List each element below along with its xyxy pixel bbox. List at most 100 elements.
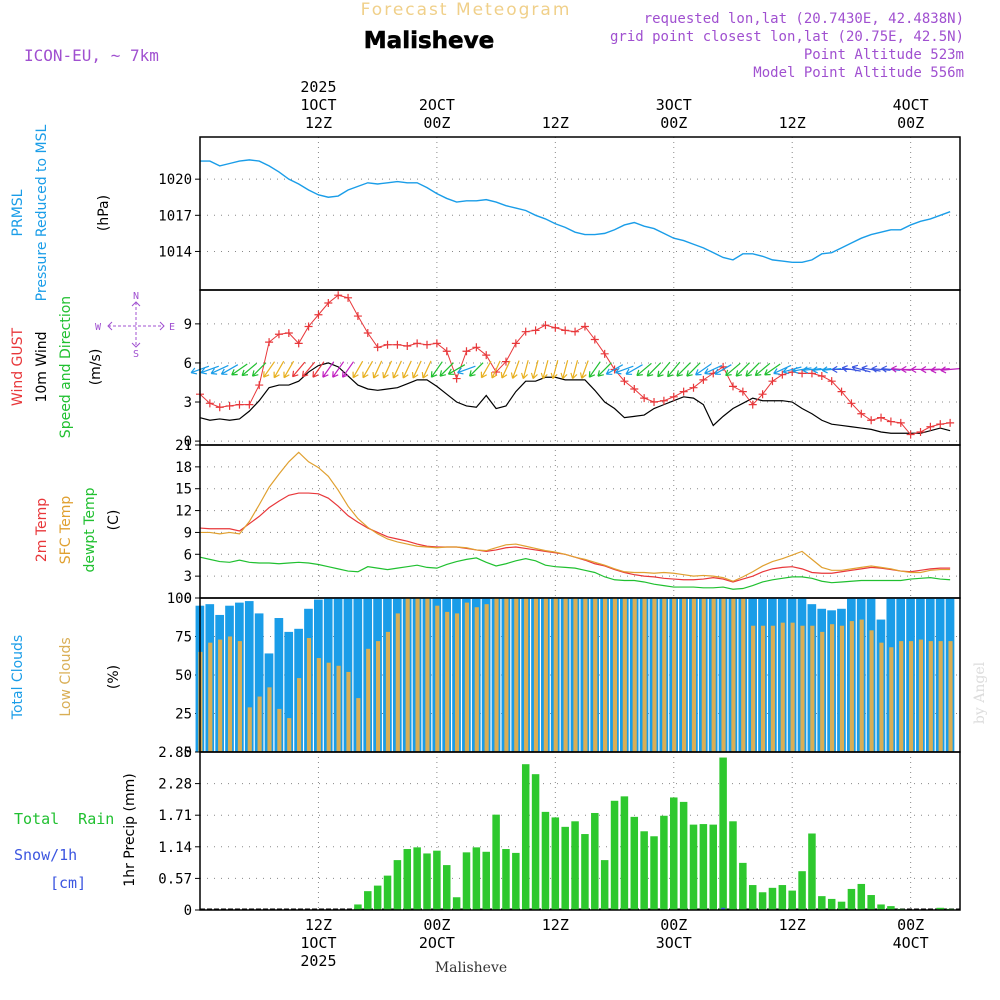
low-cloud-bar	[474, 607, 479, 752]
wind-panel: 0 3 6 9	[184, 289, 961, 450]
rain-bar	[679, 801, 688, 910]
pressure-panel: 1014 1017 1020	[158, 136, 961, 291]
rain-bar	[788, 890, 796, 910]
bottom-time-label: 2025	[300, 952, 336, 970]
low-cloud-bar	[356, 698, 361, 752]
y-tick-label: 12	[175, 504, 192, 520]
y-tick-label: 3	[184, 395, 192, 411]
wind-direction-arrow	[372, 360, 383, 379]
rain-bar	[808, 833, 816, 910]
wind-direction-arrow	[646, 362, 662, 377]
rain-bar	[739, 862, 747, 910]
gust-marker	[245, 400, 254, 409]
y-tick-label: 15	[175, 482, 192, 498]
gust-marker	[916, 427, 925, 436]
y-tick-label: 0	[184, 745, 192, 761]
wind-direction-arrow	[500, 360, 511, 379]
rain-bar	[818, 896, 826, 910]
wind-direction-arrow	[676, 362, 691, 377]
gust-marker	[867, 416, 876, 425]
gust-marker	[482, 351, 491, 360]
gust-marker	[659, 396, 668, 405]
low-cloud-bar	[918, 639, 923, 752]
gust-marker	[728, 382, 737, 391]
low-cloud-bar	[731, 598, 736, 752]
bottom-time-label: 1OCT	[300, 934, 336, 952]
wind-direction-arrow	[657, 361, 671, 378]
low-cloud-bar	[227, 636, 233, 752]
wind-direction-arrow	[745, 362, 760, 377]
top-time-label: 12Z	[542, 114, 569, 132]
pressure-labels: PRMSL Pressure Reduced to MSL (hPa)	[10, 124, 112, 301]
wind-direction-arrow	[469, 362, 484, 377]
gust-marker	[432, 339, 441, 348]
wind-direction-arrow	[510, 360, 520, 379]
low-cloud-bar	[662, 598, 667, 752]
low-cloud-bar	[504, 598, 509, 752]
rain-bar	[452, 897, 461, 910]
rain-bar	[354, 904, 362, 910]
wind-labels: Wind GUST 10m Wind Speed and Direction (…	[10, 291, 175, 438]
wind-direction-arrow	[735, 362, 750, 377]
bottom-time-label: 00Z	[423, 916, 450, 934]
wind-direction-arrow	[560, 360, 569, 380]
low-cloud-bar	[435, 605, 440, 752]
gust-marker	[304, 322, 313, 331]
gust-marker	[886, 417, 895, 426]
wind-direction-arrow	[597, 362, 612, 377]
low-cloud-bar	[573, 598, 578, 752]
total-cloud-bar	[274, 618, 284, 752]
low-cloud-bar	[751, 625, 756, 752]
low-cloud-bar	[267, 687, 272, 752]
gust-marker	[699, 375, 708, 384]
gust-marker	[511, 339, 520, 348]
wind-direction-arrow	[625, 364, 643, 375]
compass-east: E	[169, 322, 175, 333]
gust-marker	[561, 326, 570, 335]
gust-marker	[205, 399, 214, 408]
wind-direction-arrow	[588, 361, 601, 378]
wind-direction-arrow	[636, 362, 652, 377]
low-cloud-bar	[464, 602, 469, 752]
low-cloud-bar	[237, 641, 242, 752]
temp2m-label: 2m Temp	[34, 498, 50, 562]
clouds-labels: Total Clouds Low Clouds (%)	[10, 635, 122, 720]
panel-frame	[199, 289, 961, 446]
y-tick-label: 1017	[158, 208, 192, 224]
low-cloud-bar	[247, 707, 252, 752]
low-cloud-bar	[879, 642, 884, 752]
wind-direction-arrow	[579, 360, 589, 379]
rain-bar	[373, 885, 382, 910]
gust-marker	[324, 299, 333, 308]
rain-bar	[620, 796, 629, 910]
y-tick-label: 1020	[158, 172, 192, 188]
gust-marker	[284, 328, 293, 337]
wind-direction-arrow	[773, 364, 792, 375]
y-tick-label: 1014	[158, 244, 192, 260]
ms-label: (m/s)	[88, 349, 104, 386]
wind-direction-arrow	[439, 362, 454, 377]
wind-direction-arrow	[490, 360, 501, 379]
gust-marker	[265, 338, 274, 347]
gust-marker	[353, 312, 362, 321]
speed-direction-label: Speed and Direction	[58, 296, 74, 438]
gust-marker	[580, 322, 589, 331]
panel-frame	[199, 444, 961, 599]
rain-bar	[758, 892, 767, 910]
top-time-label: 1OCT	[300, 96, 336, 114]
rain-bar	[887, 906, 895, 910]
hpa-label: (hPa)	[96, 195, 112, 231]
gust-marker	[926, 422, 935, 431]
celsius-label: (C)	[106, 510, 122, 531]
bottom-time-label: 12Z	[305, 916, 332, 934]
low-cloud-bar	[306, 638, 312, 752]
wind-direction-arrow	[283, 360, 295, 379]
low-cloud-bar	[543, 598, 548, 752]
low-cloud-bar	[218, 639, 223, 752]
credit-watermark: by Angel	[972, 661, 988, 724]
wind-direction-arrow	[301, 361, 316, 378]
low-cloud-bar	[415, 598, 420, 752]
top-time-label: 2025	[300, 78, 336, 96]
gust-marker	[837, 387, 846, 396]
low-cloud-bar	[375, 641, 381, 752]
